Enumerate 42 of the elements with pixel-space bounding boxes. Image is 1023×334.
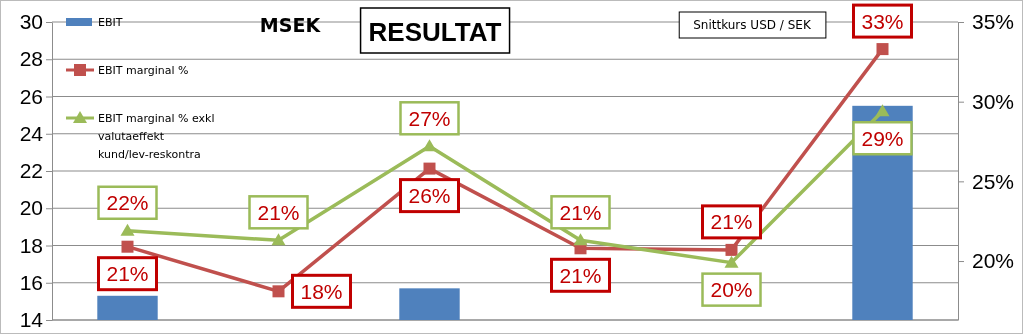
point bbox=[876, 43, 889, 56]
point bbox=[725, 243, 738, 256]
data-label: 29% bbox=[861, 126, 904, 150]
point bbox=[423, 162, 436, 175]
annotation: Snittkurs USD / SEK bbox=[693, 18, 812, 32]
point bbox=[120, 223, 135, 236]
y-tick-label: 28 bbox=[19, 47, 43, 71]
data-label: 26% bbox=[408, 184, 451, 208]
y-tick-label: 20 bbox=[19, 196, 43, 220]
data-label: 33% bbox=[861, 9, 904, 33]
y2-tick-label: 25% bbox=[972, 169, 1015, 193]
data-label: 22% bbox=[106, 191, 149, 215]
data-label: 27% bbox=[408, 106, 451, 130]
y-tick-label: 24 bbox=[19, 121, 44, 145]
y2-tick-label: 20% bbox=[972, 249, 1015, 273]
y-tick-label: 26 bbox=[19, 84, 43, 108]
data-label: 21% bbox=[710, 210, 753, 234]
data-label: 18% bbox=[300, 279, 343, 303]
point bbox=[573, 233, 588, 246]
data-label: 20% bbox=[710, 278, 753, 302]
data-label: 21% bbox=[559, 263, 602, 287]
point bbox=[121, 240, 134, 253]
data-label: 21% bbox=[257, 200, 300, 224]
y-tick-label: 14 bbox=[19, 308, 44, 332]
legend-label: EBIT bbox=[98, 16, 123, 29]
point bbox=[724, 255, 739, 268]
y-tick-label: 30 bbox=[19, 10, 43, 34]
y-tick-label: 18 bbox=[19, 233, 43, 257]
legend-label: EBIT marginal % bbox=[98, 64, 189, 77]
chart-title: RESULTAT bbox=[368, 17, 502, 47]
legend-label: EBIT marginal % exkl valutaeffekt kund/lev-reskontra bbox=[98, 112, 215, 161]
point bbox=[422, 139, 437, 152]
point bbox=[271, 233, 286, 246]
point bbox=[875, 104, 890, 117]
y2-tick-label: 35% bbox=[972, 10, 1015, 34]
y-tick-label: 22 bbox=[19, 159, 43, 183]
y-tick-label: 16 bbox=[19, 270, 43, 294]
data-label: 21% bbox=[106, 262, 149, 286]
y-axis-title: MSEK bbox=[259, 14, 322, 36]
y2-tick-label: 30% bbox=[972, 89, 1015, 113]
point bbox=[272, 285, 285, 298]
data-label: 21% bbox=[559, 200, 602, 224]
